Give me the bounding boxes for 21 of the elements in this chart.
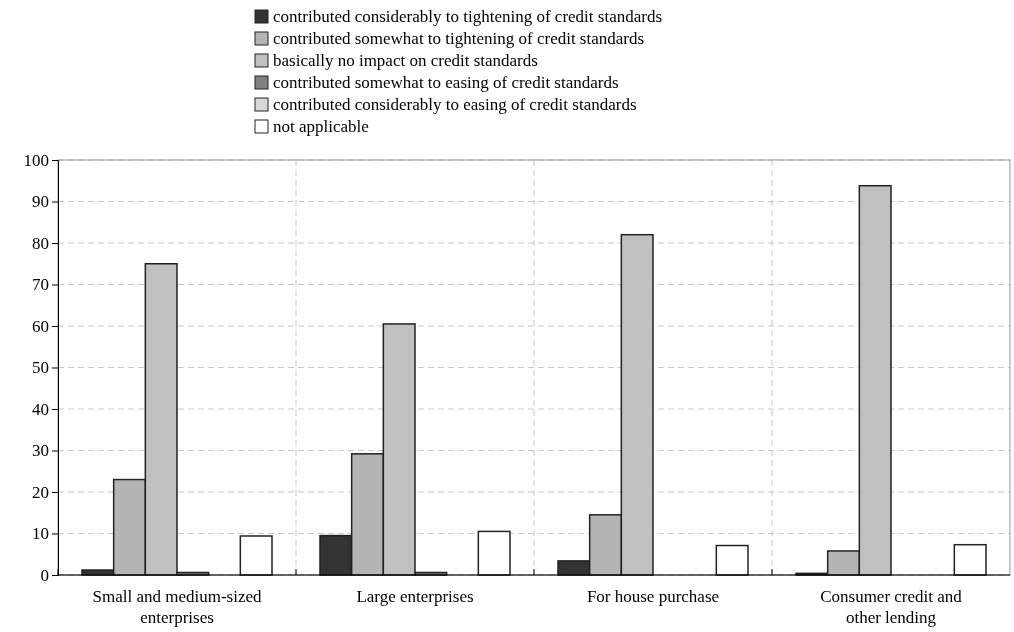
x-tick-label: Small and medium-sized enterprises [92,587,262,627]
y-tick-label: 20 [32,482,49,502]
y-tick-label: 50 [32,358,49,378]
y-tick-label: 0 [40,565,49,585]
legend-label: contributed somewhat to tightening of credit standards [273,29,645,48]
y-tick-label: 80 [32,233,49,253]
legend-label: not applicable [273,117,369,136]
y-tick-label: 100 [23,150,49,170]
y-tick-label: 90 [32,192,49,212]
x-tick-label: Large enterprises [356,587,474,606]
legend-label: contributed considerably to easing of credit standards [273,95,637,114]
legend-label: contributed somewhat to easing of credit standards [273,73,619,92]
y-tick-label: 60 [32,316,49,336]
legend-label: basically no impact on credit standards [273,51,538,70]
x-tick-label: Consumer credit and other lending [820,587,963,627]
y-tick-label: 70 [32,275,49,295]
y-tick-label: 10 [32,524,49,544]
legend-label: contributed considerably to tightening of credit standards [273,7,663,26]
y-tick-label: 40 [32,399,49,419]
x-tick-label: For house purchase [586,587,720,606]
y-tick-label: 30 [32,441,49,461]
